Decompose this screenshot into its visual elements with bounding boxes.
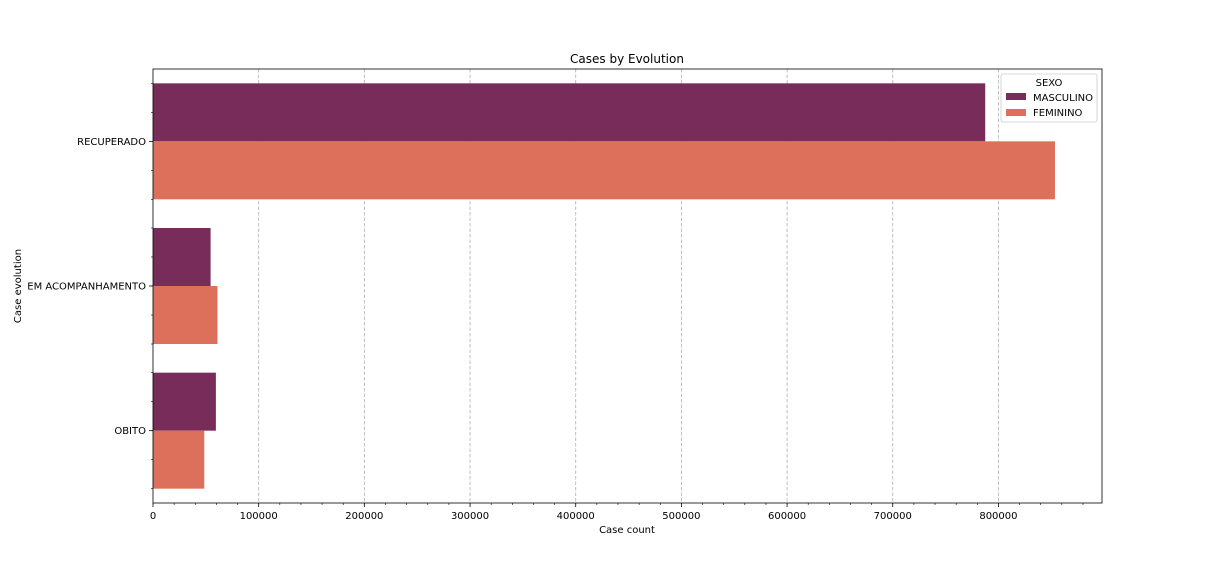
x-tick-label: 200000 xyxy=(345,511,383,522)
legend-label-feminino: FEMININO xyxy=(1033,108,1083,119)
y-axis-ticks: RECUPERADO EM ACOMPANHAMENTO OBITO xyxy=(27,83,153,489)
bar-masculino-2 xyxy=(153,372,216,431)
bar-masculino-0 xyxy=(153,83,986,142)
legend-label-masculino: MASCULINO xyxy=(1033,93,1093,104)
x-axis-ticks: 0 100000 200000 300000 400000 500000 600000 700… xyxy=(150,503,1084,522)
chart-title: Cases by Evolution xyxy=(570,52,684,66)
bar-feminino-0 xyxy=(153,141,1055,200)
x-tick-label: 300000 xyxy=(451,511,489,522)
x-tick-label: 800000 xyxy=(979,511,1017,522)
x-tick-label: 400000 xyxy=(557,511,595,522)
legend: SEXO MASCULINO FEMININO xyxy=(1000,73,1098,123)
x-tick-label: 700000 xyxy=(874,511,912,522)
x-tick-label: 0 xyxy=(150,511,156,522)
x-axis-label: Case count xyxy=(599,525,655,536)
bar-feminino-1 xyxy=(153,286,218,344)
bars xyxy=(153,83,1055,489)
legend-swatch-masculino xyxy=(1006,93,1026,100)
y-tick-label: OBITO xyxy=(114,426,146,437)
bar-masculino-1 xyxy=(153,228,211,286)
legend-title: SEXO xyxy=(1036,78,1063,89)
x-tick-label: 500000 xyxy=(662,511,700,522)
y-tick-label: EM ACOMPANHAMENTO xyxy=(27,282,146,293)
x-tick-label: 600000 xyxy=(768,511,806,522)
y-tick-label: RECUPERADO xyxy=(77,137,146,148)
y-axis-label: Case evolution xyxy=(13,249,24,323)
legend-swatch-feminino xyxy=(1006,109,1026,116)
bar-feminino-2 xyxy=(153,430,205,489)
x-tick-label: 100000 xyxy=(240,511,278,522)
